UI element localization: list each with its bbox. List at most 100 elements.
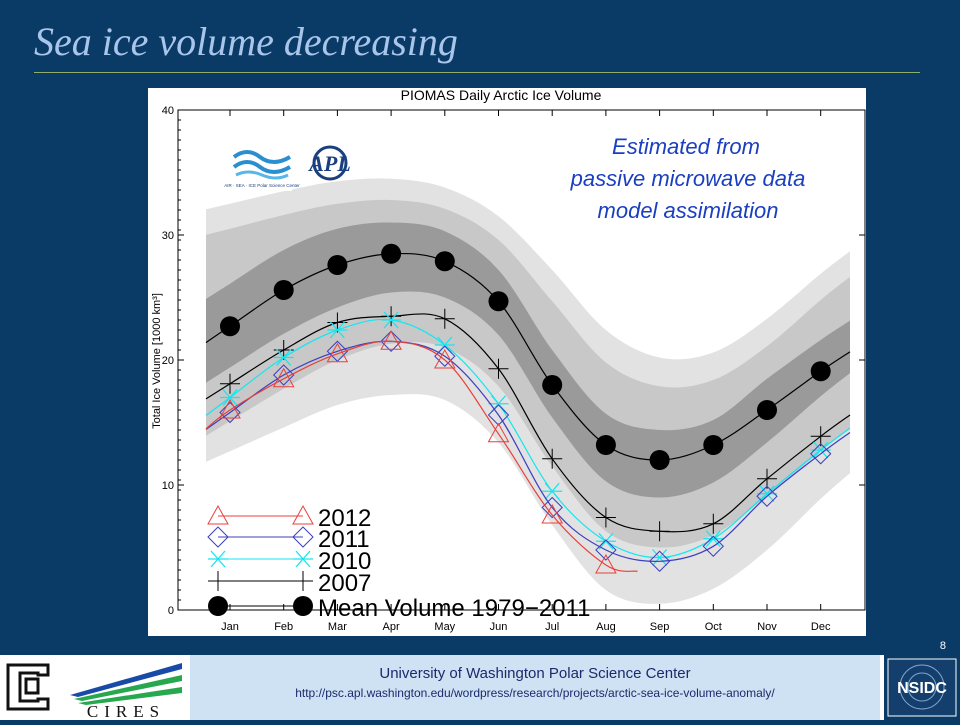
x-tick-label-apr: Apr — [383, 621, 400, 633]
point-2011-nov — [756, 485, 778, 507]
point-2010-jul — [542, 482, 563, 500]
chart-title: PIOMAS Daily Arctic Ice Volume — [401, 88, 602, 103]
footer-url[interactable]: http://psc.apl.washington.edu/wordpress/… — [295, 686, 775, 700]
point-mean-oct — [703, 435, 724, 455]
legend-label-2011: 2011 — [318, 526, 370, 553]
series-line-2010 — [205, 318, 851, 559]
point-2011-jun — [487, 404, 510, 426]
point-2007-aug — [595, 507, 616, 528]
point-2007-jun — [488, 358, 509, 379]
point-2011-dec — [809, 443, 832, 465]
point-2010-mar — [327, 321, 348, 339]
point-2007-jan — [220, 373, 240, 394]
point-mean-nov — [757, 400, 777, 420]
chart-panel: PIOMAS Daily Arctic Ice Volume Total Ice… — [148, 88, 866, 636]
x-tick-label-nov: Nov — [757, 621, 777, 633]
series-line-2012 — [205, 340, 638, 572]
point-2012-jan — [219, 398, 241, 419]
x-tick-label-may: May — [434, 621, 455, 633]
point-2011-sep — [648, 550, 671, 572]
x-tick-label-aug: Aug — [596, 621, 616, 633]
x-tick-label-feb: Feb — [274, 621, 293, 633]
point-mean-jan — [220, 316, 240, 337]
legend-item-2010: 2010 — [208, 548, 371, 575]
point-mean-dec — [810, 361, 831, 382]
annotation-line-1: Estimated from — [612, 134, 760, 159]
point-2012-apr — [380, 330, 402, 350]
point-mean-jun — [488, 291, 509, 312]
point-2007-apr — [381, 306, 402, 327]
x-tick-label-jun: Jun — [490, 621, 508, 633]
point-2010-aug — [595, 532, 616, 550]
y-tick-label: 40 — [162, 105, 174, 117]
footer-credit: University of Washington Polar Science C… — [190, 655, 880, 720]
legend-item-2007: 2007 — [208, 570, 371, 597]
x-tick-label-dec: Dec — [811, 621, 831, 633]
legend-item-2011: 2011 — [207, 526, 370, 553]
point-2011-aug — [595, 539, 617, 561]
y-tick-label: 30 — [162, 230, 174, 242]
apl-logo: APL — [307, 145, 351, 181]
y-tick-label: 10 — [162, 480, 174, 492]
series-line-2007 — [205, 313, 851, 533]
point-2010-oct — [703, 530, 724, 548]
nsidc-logo: NSIDC — [884, 655, 960, 720]
point-mean-jul — [542, 375, 563, 395]
legend-marker-2007-start — [208, 571, 228, 591]
point-2012-jun — [487, 422, 510, 443]
point-mean-feb — [273, 280, 294, 300]
point-2012-jul — [541, 503, 564, 524]
annotation-line-2: passive microwave data — [570, 166, 806, 191]
legend-label-2010: 2010 — [318, 548, 371, 575]
annotation-line-3: model assimilation — [598, 198, 779, 223]
legend-marker-2011-start — [207, 526, 229, 548]
point-mean-apr — [381, 243, 402, 264]
cires-logo: CIRES — [70, 663, 182, 721]
point-2011-may — [434, 345, 456, 367]
footer-institution: University of Washington Polar Science C… — [379, 665, 691, 682]
point-2010-nov — [757, 485, 777, 503]
y-tick-label: 0 — [168, 605, 174, 617]
title-divider — [34, 72, 920, 73]
cu-logo — [6, 663, 50, 711]
point-2007-jul — [542, 448, 563, 469]
legend-label-2012: 2012 — [318, 505, 371, 532]
point-mean-may — [434, 251, 455, 272]
y-tick-label: 20 — [162, 355, 174, 367]
spread-bands — [206, 178, 850, 604]
point-2011-jul — [541, 496, 563, 519]
point-2007-may — [434, 308, 455, 329]
nsidc-logo-text: NSIDC — [897, 680, 947, 697]
point-2007-nov — [757, 468, 777, 489]
x-tick-label-oct: Oct — [705, 621, 722, 633]
legend-marker-2007-end — [293, 571, 313, 591]
x-tick-label-sep: Sep — [650, 621, 670, 633]
point-2007-sep — [649, 521, 670, 542]
x-tick-label-jan: Jan — [221, 621, 239, 633]
point-2011-oct — [702, 535, 725, 557]
series-layer — [205, 243, 851, 574]
point-2010-jan — [220, 389, 240, 406]
x-tick-label-jul: Jul — [545, 621, 559, 633]
point-2010-apr — [381, 311, 402, 329]
legend-marker-2010-end — [293, 550, 313, 568]
svg-text:APL: APL — [307, 151, 351, 176]
chart-axes: 0 10 20 30 40 Jan Feb Mar Apr May Jun Jul Aug Sep Oct N… — [162, 105, 866, 633]
point-2011-feb — [272, 364, 295, 386]
point-mean-aug — [595, 435, 616, 455]
piomas-volume-chart: PIOMAS Daily Arctic Ice Volume Total Ice… — [151, 88, 866, 633]
footer-left-logos: CIRES — [0, 655, 190, 721]
psc-logo: AIR · SEA · ICE Polar Science Center — [224, 143, 300, 191]
slide-number: 8 — [939, 640, 946, 652]
point-2011-jan — [219, 401, 241, 424]
slide-title: Sea ice volume decreasing — [34, 19, 458, 64]
legend-marker-2011-end — [292, 526, 314, 548]
y-axis-label: Total Ice Volume [1000 km³] — [151, 293, 163, 429]
band-inner — [206, 222, 850, 498]
legend-label-2007: 2007 — [318, 570, 371, 597]
point-2012-feb — [272, 367, 295, 388]
method-annotation: Estimated from passive microwave data mo… — [570, 134, 806, 223]
legend-marker-2012-end — [292, 504, 314, 525]
legend-label-mean: Mean Volume 1979−2011 — [318, 595, 590, 622]
